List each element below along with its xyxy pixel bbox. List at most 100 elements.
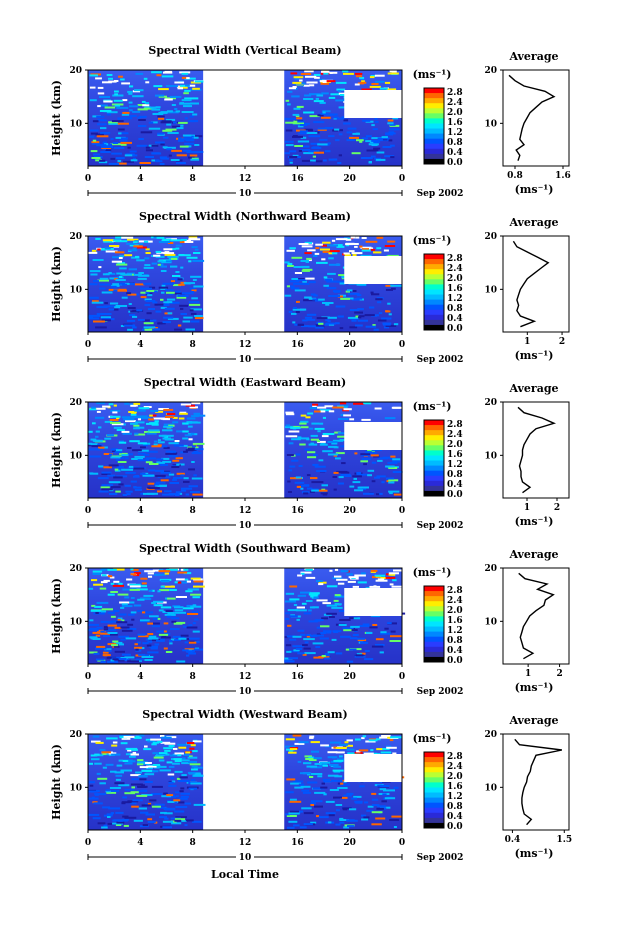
heatmap-cell: [321, 655, 326, 657]
heatmap-cell: [190, 158, 200, 161]
heatmap-cell: [175, 596, 187, 598]
colorbar-swatch: [424, 425, 444, 431]
colorbar-swatch: [424, 616, 444, 622]
heatmap-cell: [109, 493, 118, 495]
heatmap-cell: [288, 751, 297, 754]
heatmap-cell: [168, 784, 177, 787]
colorbar-label: 0.4: [447, 314, 463, 324]
heatmap-cell: [141, 804, 151, 807]
profile-line: [508, 74, 556, 161]
heatmap-cell: [285, 424, 291, 427]
heatmap-cell: [115, 305, 127, 307]
heatmap-cell: [134, 475, 139, 477]
heatmap-cell: [175, 801, 185, 804]
heatmap-cell: [178, 746, 187, 749]
heatmap-cell: [160, 270, 167, 272]
heatmap-cell: [368, 739, 378, 742]
heatmap-cell: [111, 612, 115, 614]
heatmap-cell: [308, 129, 314, 132]
heatmap-cell: [124, 656, 135, 659]
heatmap-cell: [285, 813, 290, 816]
heatmap-cell: [346, 739, 353, 742]
heatmap-cell: [302, 319, 308, 322]
heatmap-cell: [306, 635, 311, 638]
heatmap-cell: [167, 298, 176, 301]
heatmap-cell: [287, 609, 298, 612]
heatmap-cell: [317, 775, 323, 778]
heatmap-cell: [320, 744, 329, 747]
heatmap-cell: [105, 649, 112, 652]
heatmap-cell: [130, 404, 136, 407]
heatmap-cell: [163, 792, 168, 795]
heatmap-cell: [133, 245, 143, 248]
heatmap-cell: [101, 826, 108, 829]
heatmap-cell: [297, 437, 309, 440]
profile-line: [514, 738, 563, 826]
heatmap-cell: [137, 610, 144, 612]
heatmap-cell: [121, 737, 131, 740]
heatmap-cell: [153, 440, 158, 443]
heatmap-cell: [288, 469, 293, 472]
heatmap-cell: [101, 574, 107, 577]
heatmap-cell: [151, 743, 157, 746]
heatmap-cell: [392, 458, 401, 461]
data-gap-region: [344, 256, 403, 284]
heatmap-cell: [182, 134, 192, 137]
heatmap-cell: [134, 455, 145, 458]
heatmap-cell: [96, 144, 107, 147]
heatmap-cell: [111, 486, 121, 489]
heatmap-cell: [160, 479, 169, 482]
heatmap-cell: [176, 472, 185, 475]
heatmap-cell: [129, 150, 137, 153]
heatmap-cell: [392, 579, 397, 582]
heatmap-cell: [192, 445, 197, 448]
heatmap-cell: [183, 135, 194, 138]
heatmap-cell: [140, 287, 152, 290]
heatmap-cell: [142, 319, 153, 322]
heatmap-cell: [299, 149, 311, 151]
heatmap-cell: [303, 652, 316, 655]
heatmap-cell: [143, 748, 152, 751]
y-tick-label: 20: [69, 66, 82, 76]
heatmap-cell: [333, 759, 344, 762]
heatmap-cell: [163, 585, 175, 588]
heatmap-cell: [90, 637, 98, 640]
heatmap-cell: [92, 801, 98, 804]
heatmap-cell: [339, 282, 346, 285]
heatmap-cell: [100, 632, 111, 635]
day-marker-bg: [236, 686, 254, 696]
heatmap-cell: [333, 116, 339, 119]
heatmap-cell: [351, 797, 357, 800]
day-marker-bg: [236, 520, 254, 530]
heatmap-cell: [121, 801, 132, 804]
heatmap-cell: [285, 600, 297, 603]
heatmap-cell: [328, 814, 335, 817]
day-marker-bg: [236, 354, 254, 364]
heatmap-cell: [190, 320, 200, 323]
heatmap-cell: [152, 113, 164, 115]
heatmap-cell: [149, 463, 159, 465]
y-tick-label: 20: [69, 232, 82, 242]
heatmap-cell: [190, 593, 202, 596]
heatmap-cell: [384, 417, 396, 420]
heatmap-cell: [103, 628, 109, 631]
heatmap-cell: [322, 111, 326, 114]
y-tick-label: 10: [69, 119, 82, 129]
heatmap-cell: [331, 442, 338, 445]
heatmap-cell: [165, 118, 176, 121]
heatmap-cell: [178, 139, 185, 142]
heatmap-cell: [138, 272, 144, 274]
heatmap-cell: [373, 141, 381, 144]
heatmap-cell: [388, 479, 399, 482]
heatmap-cell: [293, 282, 303, 285]
colorbar-label: 2.8: [447, 88, 463, 98]
heatmap-cell: [327, 821, 332, 824]
heatmap-cell: [151, 805, 161, 808]
heatmap-cell: [174, 801, 178, 804]
heatmap-cell: [93, 320, 105, 323]
heatmap-cell: [326, 287, 337, 290]
heatmap-cell: [88, 316, 93, 318]
heatmap-cell: [188, 652, 196, 655]
heatmap-cell: [334, 603, 339, 605]
heatmap-cell: [124, 484, 131, 487]
